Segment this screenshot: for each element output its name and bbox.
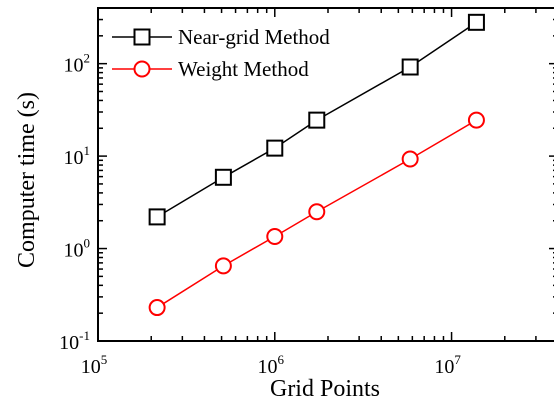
- legend-entry: Weight Method: [112, 57, 309, 81]
- data-point: [214, 168, 232, 186]
- data-point: [467, 13, 485, 31]
- data-point: [308, 111, 326, 129]
- x-tick-label: 107: [434, 352, 461, 378]
- y-axis-title: Computer time (s): [14, 92, 40, 268]
- series-line: [156, 21, 477, 218]
- data-point: [401, 150, 419, 168]
- data-point: [266, 228, 284, 246]
- data-point: [467, 111, 485, 129]
- legend-marker: [133, 28, 151, 46]
- data-point: [266, 139, 284, 157]
- data-point: [308, 203, 326, 221]
- series-line: [156, 119, 477, 309]
- y-tick-label: 102: [64, 51, 91, 77]
- data-point: [148, 208, 166, 226]
- tick-labels: 105 106 107 10-1 100 101 102: [59, 51, 461, 378]
- legend-label: Near-grid Method: [178, 25, 330, 49]
- series-0: [148, 13, 485, 226]
- legend: Near-grid Method Weight Method: [112, 25, 330, 81]
- y-tick-label: 100: [64, 236, 91, 262]
- x-axis-title: Grid Points: [270, 376, 380, 400]
- x-tick-label: 106: [258, 352, 285, 378]
- legend-entry: Near-grid Method: [112, 25, 330, 49]
- data-point: [401, 58, 419, 76]
- y-tick-label: 101: [64, 143, 91, 169]
- series-1: [148, 111, 485, 317]
- y-tick-label: 10-1: [59, 328, 90, 354]
- legend-marker: [133, 60, 151, 78]
- legend-label: Weight Method: [178, 57, 309, 81]
- data-point: [148, 299, 166, 317]
- plot-frame: [97, 7, 554, 342]
- x-tick-label: 105: [81, 352, 108, 378]
- data-point: [214, 257, 232, 275]
- series-layer: [148, 13, 485, 317]
- ticks: [97, 7, 554, 342]
